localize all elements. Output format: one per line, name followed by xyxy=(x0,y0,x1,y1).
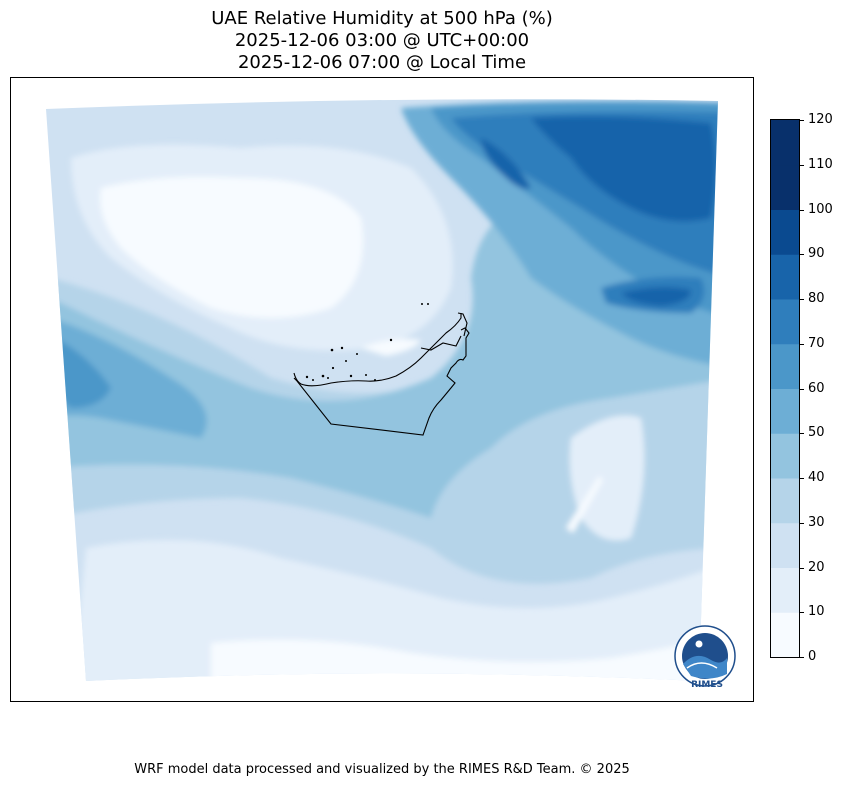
colorbar-tick-label: 0 xyxy=(808,649,817,664)
colorbar-swatch xyxy=(771,478,799,524)
colorbar-tick-label: 80 xyxy=(808,291,825,306)
colorbar-tick-label: 40 xyxy=(808,470,825,485)
uae-islands xyxy=(305,303,429,381)
title-line-2: 2025-12-06 03:00 @ UTC+00:00 xyxy=(234,30,530,51)
rh-band-80-90-east xyxy=(621,287,691,306)
colorbar-tick-label: 20 xyxy=(808,559,825,575)
colorbar-tick-mark xyxy=(800,299,804,300)
colorbar-swatch xyxy=(771,388,799,434)
title-line-1: UAE Relative Humidity at 500 hPa (%) xyxy=(211,8,553,29)
colorbar-tick-mark xyxy=(800,433,804,435)
rh-band-50-60-west xyxy=(51,318,207,438)
colorbar-tick-mark xyxy=(800,478,804,479)
colorbar-swatch xyxy=(771,254,799,300)
colorbar xyxy=(770,119,800,658)
map-frame: RIMES xyxy=(10,77,754,702)
colorbar-tick-mark xyxy=(800,209,804,211)
colorbar-tick-label: 70 xyxy=(808,335,825,351)
colorbar-tick-mark xyxy=(800,522,804,524)
rh-band-0-10-gulf xyxy=(361,339,421,356)
rh-band-10-20-southeast xyxy=(569,415,645,541)
colorbar-tick-mark xyxy=(800,657,804,658)
colorbar-swatch xyxy=(771,299,799,345)
rh-band-0-10-north xyxy=(100,176,363,318)
colorbar-swatch xyxy=(771,567,799,613)
colorbar-tick-mark xyxy=(800,612,804,614)
rimes-logo-text: RIMES xyxy=(691,680,723,690)
colorbar-swatch xyxy=(771,433,799,479)
colorbar-tick-label: 50 xyxy=(808,425,825,441)
humidity-contours xyxy=(46,99,718,681)
footer-credit: WRF model data processed and visualized … xyxy=(134,762,630,777)
colorbar-tick-mark xyxy=(800,567,804,569)
colorbar-swatch xyxy=(771,522,799,568)
rh-band-0-10-streak xyxy=(566,476,603,533)
colorbar-swatch xyxy=(771,343,799,389)
rh-band-80-90-streak xyxy=(481,138,531,189)
colorbar-tick-mark xyxy=(800,254,804,256)
rh-band-0-10-south xyxy=(211,638,711,681)
colorbar-tick-mark xyxy=(800,164,804,166)
colorbar-tick-label: 30 xyxy=(808,514,825,530)
colorbar-tick-label: 10 xyxy=(808,604,825,620)
colorbar-tick-label: 60 xyxy=(808,380,825,396)
colorbar-tick-label: 120 xyxy=(808,112,833,127)
colorbar-swatches xyxy=(771,120,799,657)
colorbar-tick-mark xyxy=(800,120,804,121)
rh-band-60-70-west xyxy=(56,338,111,408)
colorbar-swatch xyxy=(771,209,799,255)
colorbar-swatch xyxy=(771,164,799,210)
humidity-map: RIMES xyxy=(46,99,736,690)
colorbar-tick-mark xyxy=(800,343,804,345)
colorbar-tick-label: 90 xyxy=(808,246,825,262)
colorbar-swatch xyxy=(771,120,799,166)
colorbar-tick-label: 110 xyxy=(808,156,833,172)
colorbar-swatch xyxy=(771,612,799,657)
rh-band-80-90-northeast xyxy=(531,116,716,222)
colorbar-tick-mark xyxy=(800,388,804,390)
title-line-3: 2025-12-06 07:00 @ Local Time xyxy=(237,52,527,73)
uae-boundary xyxy=(293,312,470,436)
colorbar-tick-label: 100 xyxy=(808,201,833,217)
rimes-logo: RIMES xyxy=(674,625,736,690)
